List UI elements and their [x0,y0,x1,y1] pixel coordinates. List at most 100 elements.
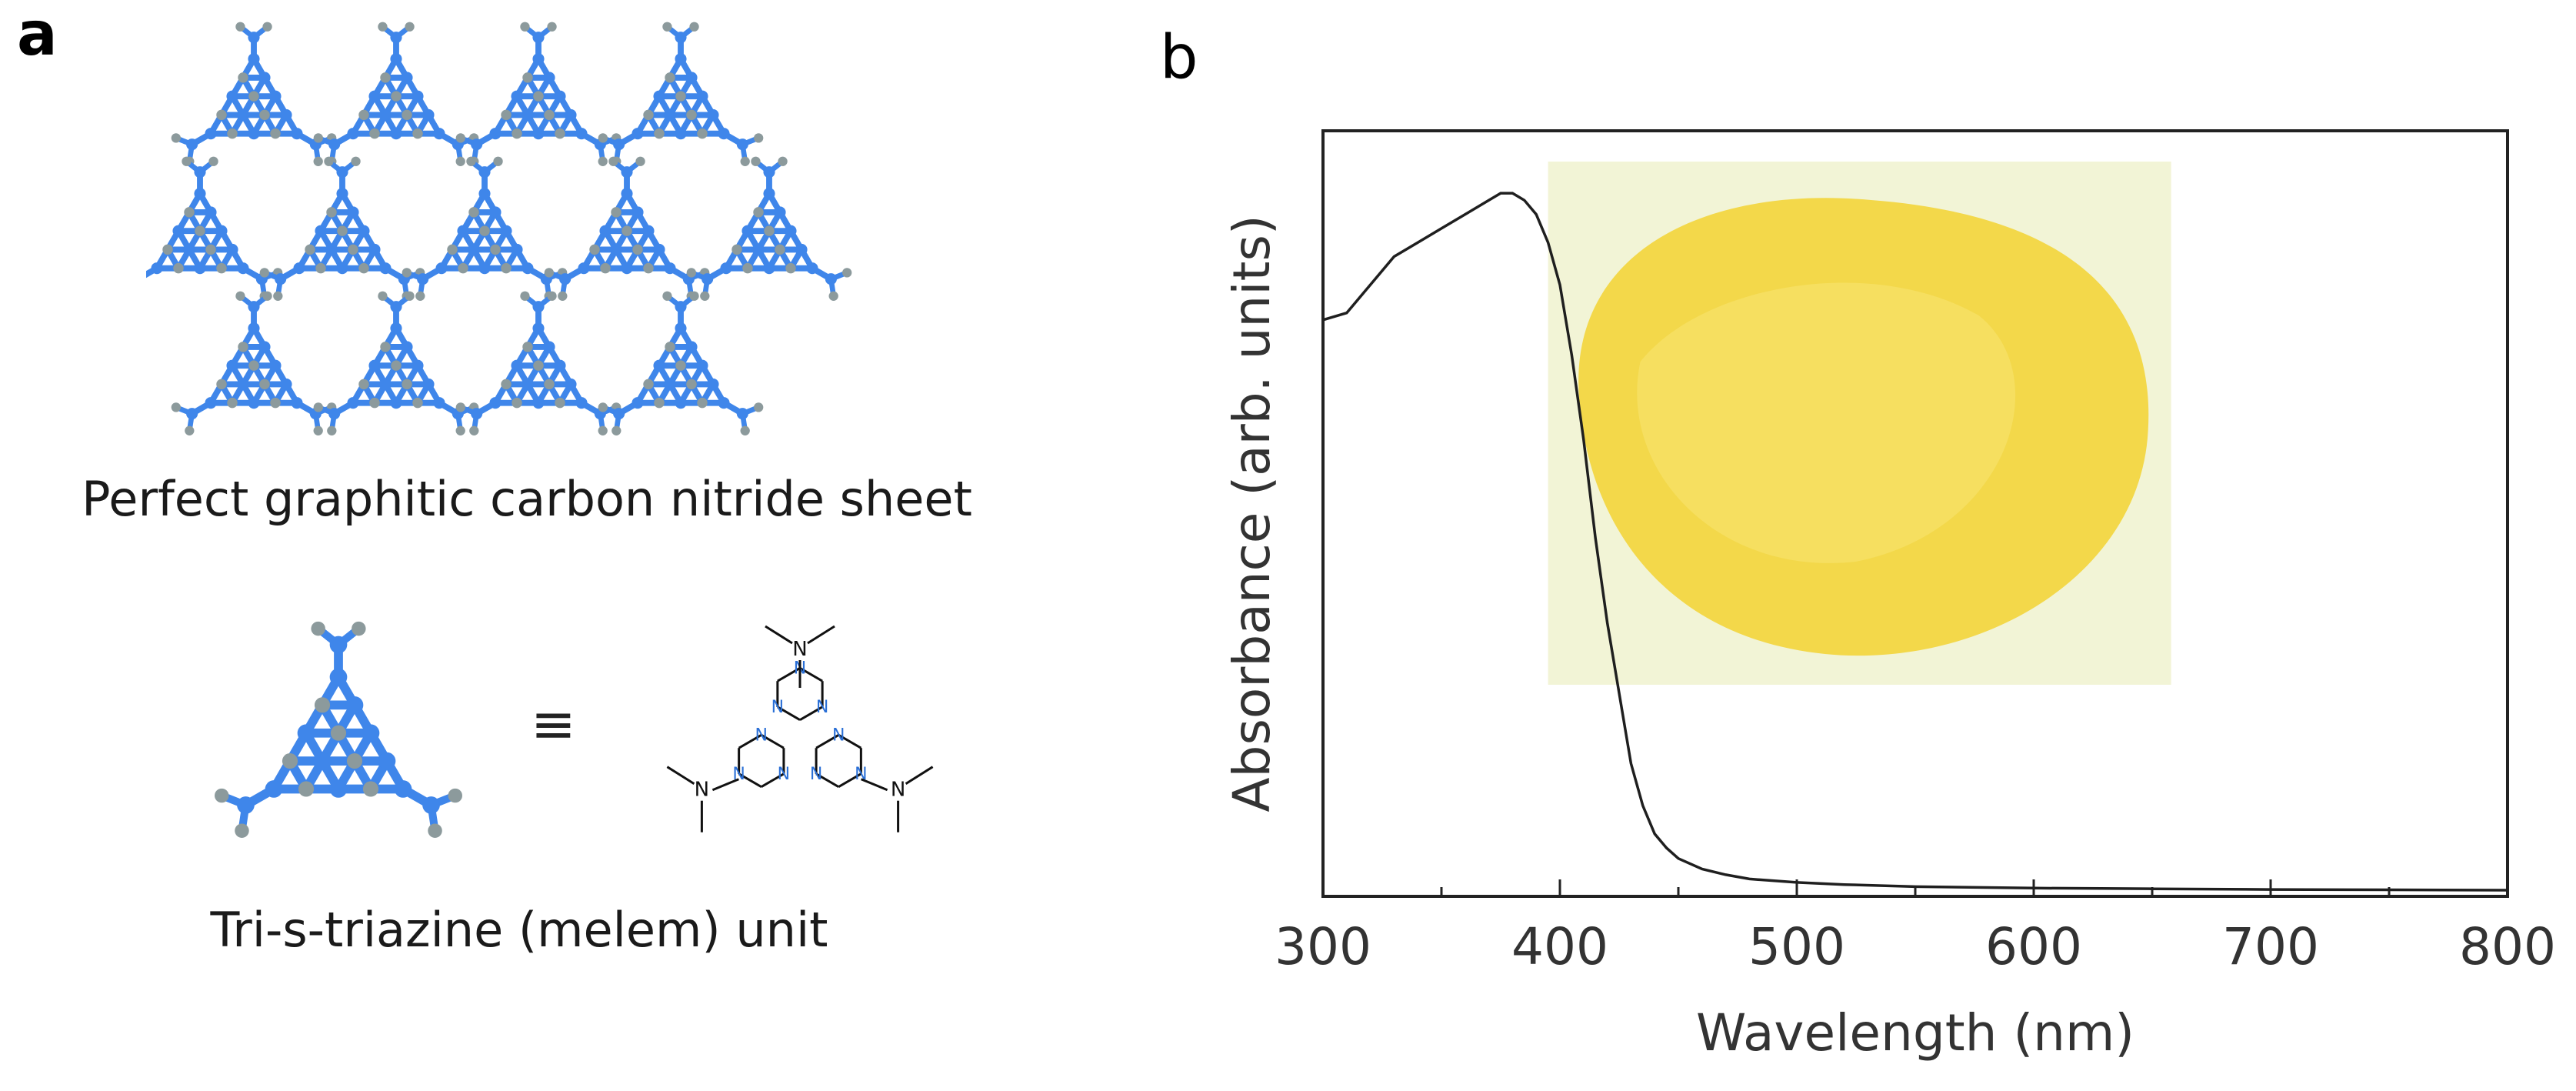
nitrogen-atom [653,359,665,372]
carbon-atom [216,262,227,274]
nitrogen-atom [763,262,775,275]
carbon-atom [466,156,476,166]
carbon-atom [348,244,358,255]
nitrogen-atom [707,108,719,121]
carbon-atom [313,133,323,143]
carbon-atom [785,262,796,274]
carbon-atom [665,72,675,83]
carbon-atom [533,360,544,371]
carbon-atom [598,156,608,166]
carbon-atom [731,244,742,255]
formula-bond [815,772,839,788]
carbon-atom [391,91,402,102]
nitrogen-atom [248,32,260,44]
carbon-atom [378,291,388,301]
carbon-atom [455,133,465,143]
carbon-atom [740,425,750,435]
nitrogen-atom [471,138,483,151]
nitrogen-atom [329,636,348,654]
carbon-atom [455,402,465,412]
nitrogen-atom [532,32,545,44]
carbon-atom [675,91,686,102]
carbon-atom [262,22,272,32]
x-tick-label: 700 [2222,917,2319,976]
nitrogen-atom [701,273,714,285]
formula-bond [761,772,785,788]
carbon-atom [238,342,248,352]
carbon-atom [358,379,369,390]
carbon-atom [378,22,388,32]
formula-nitrogen-label: N [732,765,745,784]
carbon-atom [184,207,195,218]
nitrogen-atom [248,397,260,409]
carbon-atom [611,207,622,218]
carbon-atom [391,360,402,371]
carbon-atom [402,109,412,121]
nitrogen-atom [532,397,545,409]
carbon-atom [314,697,331,713]
carbon-atom [689,291,699,301]
nitrogen-atom [248,128,260,140]
carbon-atom [754,402,764,412]
nitrogen-atom [280,378,292,390]
formula-bond [711,778,739,792]
heptazine-unit [214,621,463,838]
nitrogen-atom [642,225,655,237]
carbon-atom [298,781,315,797]
carbon-atom [214,788,229,803]
nitrogen-atom [795,243,808,255]
heptazine-unit [544,156,710,301]
nitrogen-atom [172,225,185,237]
carbon-atom [764,225,775,236]
carbon-atom [753,207,764,218]
carbon-atom [547,22,557,32]
nitrogen-atom [543,72,555,84]
carbon-atom [643,379,654,390]
nitrogen-atom [336,166,348,178]
nitrogen-atom [532,301,545,313]
formula-bond [738,772,762,788]
nitrogen-atom [390,397,402,409]
nitrogen-atom [785,225,797,237]
carbon-atom [751,156,761,166]
nitrogen-atom [774,206,786,219]
carbon-atom [612,425,622,435]
carbon-atom [248,360,259,371]
carbon-atom [171,133,181,143]
melem-unit-ball-and-stick [214,621,463,838]
carbon-atom [324,156,334,166]
absorbance-curve [1322,192,2508,892]
nitrogen-atom [237,378,249,390]
carbon-atom [522,72,533,83]
carbon-atom [501,262,512,274]
carbon-atom [520,291,530,301]
heptazine-unit [598,22,764,166]
carbon-atom [235,291,245,301]
nitrogen-atom [565,108,577,121]
nitrogen-atom [258,341,271,353]
carbon-atom [362,781,379,797]
carbon-atom [369,128,380,139]
carbon-atom [458,262,468,274]
heptazine-unit [313,291,479,435]
nitrogen-atom [653,90,665,102]
carbon-atom [522,342,533,352]
formula-bond [765,625,793,645]
carbon-atom [598,402,608,412]
nitrogen-atom [362,724,380,742]
carbon-atom [270,397,281,409]
formula-bond [838,772,862,788]
heptazine-unit [171,291,337,435]
carbon-atom [402,268,412,278]
absorbance-chart: 300 400 500 600 700 800 Wavelength (nm) Absor… [1222,129,2556,1063]
carbon-atom [313,156,323,166]
carbon-atom [547,291,557,301]
formula-nitrogen-label: N [810,765,822,784]
nitrogen-atom [345,696,364,714]
carbon-atom [216,109,227,121]
carbon-atom [337,225,348,236]
carbon-atom [775,244,785,255]
carbon-atom [369,397,380,409]
heptazine-unit [259,156,425,301]
formula-nitrogen-label: N [832,726,845,745]
